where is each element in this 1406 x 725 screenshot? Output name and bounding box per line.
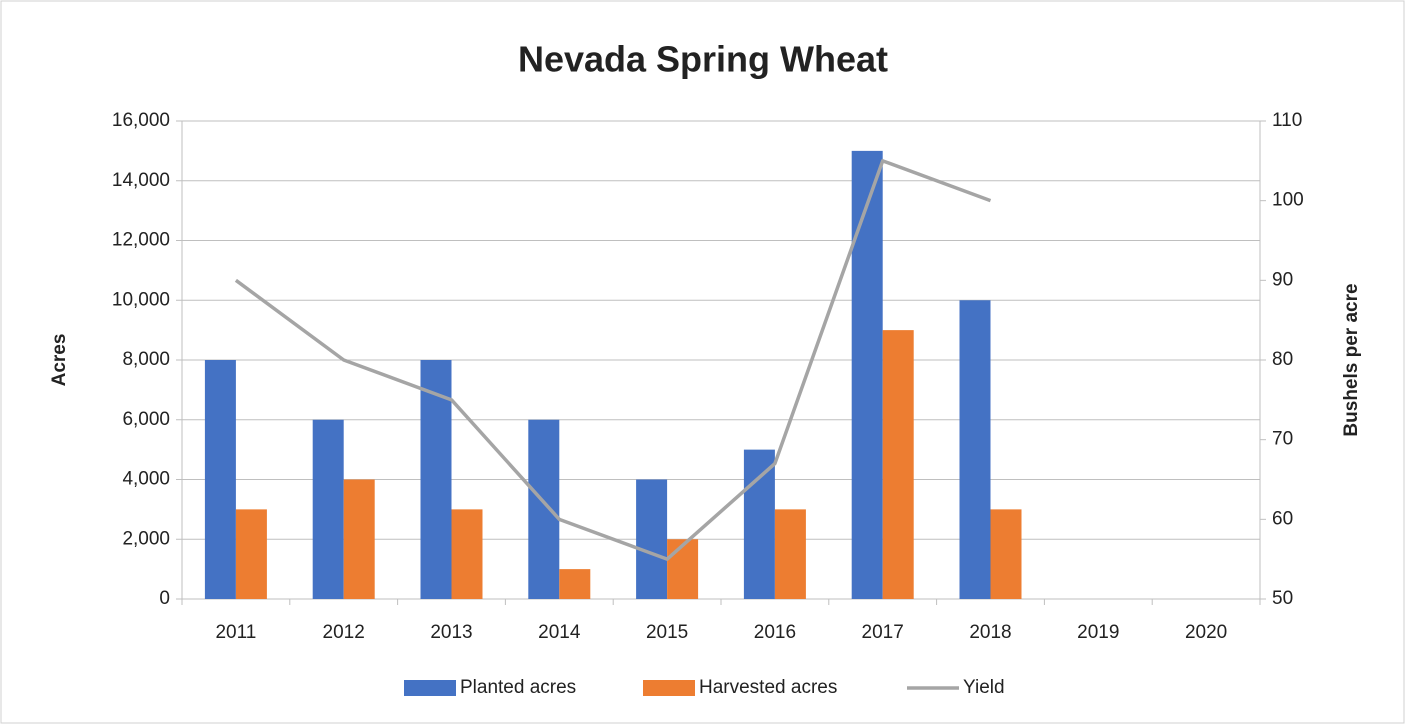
x-tick-label: 2017 <box>862 622 904 643</box>
bar <box>990 509 1022 599</box>
legend-swatch <box>643 680 695 696</box>
y-tick-label: 0 <box>159 588 170 609</box>
y2-tick-label: 90 <box>1272 269 1293 290</box>
bar <box>636 479 668 599</box>
y2-tick-label: 80 <box>1272 349 1293 370</box>
bar <box>959 300 991 599</box>
y-tick-label: 16,000 <box>112 110 170 131</box>
y-axis-title: Acres <box>49 334 70 387</box>
x-tick-label: 2014 <box>538 622 581 643</box>
bar <box>774 509 806 599</box>
bar <box>559 569 591 599</box>
bar <box>882 330 914 599</box>
y2-tick-label: 60 <box>1272 508 1293 529</box>
bar <box>851 150 883 599</box>
y-tick-label: 12,000 <box>112 230 170 251</box>
bar <box>312 419 344 599</box>
x-tick-label: 2012 <box>323 622 365 643</box>
bar <box>420 360 452 599</box>
bar <box>667 539 699 599</box>
line <box>234 159 992 561</box>
legend-label: Yield <box>963 677 1005 698</box>
y2-tick-label: 50 <box>1272 588 1293 609</box>
y2-tick-label: 70 <box>1272 429 1293 450</box>
y-tick-label: 14,000 <box>112 170 170 191</box>
legend-label: Planted acres <box>460 677 576 698</box>
y2-tick-label: 110 <box>1272 110 1302 131</box>
x-tick-label: 2013 <box>430 622 472 643</box>
y2-axis-title: Bushels per acre <box>1341 283 1362 436</box>
x-tick-label: 2019 <box>1077 622 1119 643</box>
x-tick-label: 2018 <box>969 622 1011 643</box>
bar <box>343 479 375 599</box>
x-tick-label: 2015 <box>646 622 688 643</box>
chart-title: Nevada Spring Wheat <box>518 39 888 80</box>
y2-tick-label: 100 <box>1272 190 1304 211</box>
y-tick-label: 6,000 <box>122 409 170 430</box>
bar <box>528 419 560 599</box>
x-tick-label: 2020 <box>1185 622 1227 643</box>
y-tick-label: 2,000 <box>122 528 170 549</box>
x-tick-label: 2011 <box>215 622 256 643</box>
legend-swatch <box>404 680 456 696</box>
y-tick-label: 8,000 <box>122 349 170 370</box>
bar <box>235 509 267 599</box>
y-tick-label: 4,000 <box>122 469 170 490</box>
x-tick-label: 2016 <box>754 622 796 643</box>
bar <box>451 509 483 599</box>
y-tick-label: 10,000 <box>112 289 170 310</box>
bar <box>743 449 775 599</box>
legend-label: Harvested acres <box>699 677 837 698</box>
bar <box>204 360 236 599</box>
